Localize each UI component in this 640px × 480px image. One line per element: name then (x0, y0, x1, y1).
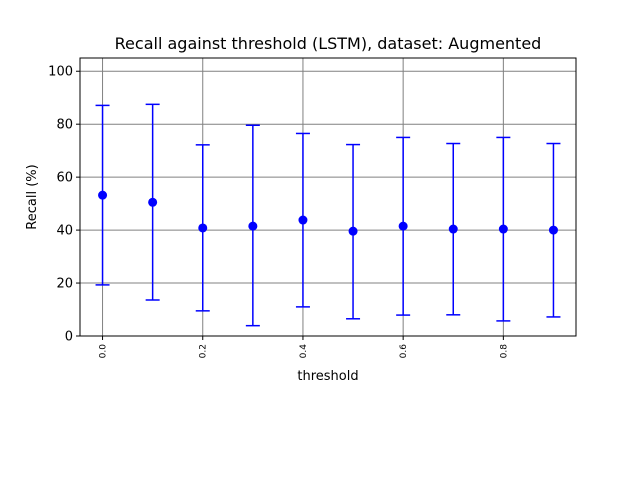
y-tick-label: 60 (56, 171, 73, 186)
y-tick-label: 100 (48, 65, 73, 80)
chart-title: Recall against threshold (LSTM), dataset… (115, 34, 542, 53)
x-tick-label: 0.4 (299, 344, 309, 359)
y-tick-label: 40 (56, 224, 73, 239)
data-point (548, 225, 558, 235)
error-bars (95, 103, 561, 327)
data-point (498, 224, 508, 234)
data-point (248, 221, 258, 231)
x-tick-label: 0.6 (399, 344, 409, 359)
y-tick-label: 20 (56, 277, 73, 292)
data-point (398, 221, 408, 231)
data-point (98, 190, 108, 200)
data-point (448, 224, 458, 234)
plot-frame (79, 57, 577, 337)
data-point (198, 223, 208, 233)
data-point (298, 215, 308, 225)
grid (80, 58, 576, 337)
y-axis-ticks: 0 20 40 60 80 100 (48, 65, 80, 345)
x-axis-ticks: 0.0 0.2 0.4 0.6 0.8 (99, 336, 509, 359)
x-tick-label: 0.2 (199, 344, 209, 358)
y-axis-label: Recall (%) (25, 164, 40, 229)
x-tick-label: 0.0 (99, 344, 109, 359)
x-axis-label: threshold (297, 369, 358, 384)
y-tick-label: 80 (56, 118, 73, 133)
x-tick-label: 0.8 (499, 344, 509, 359)
data-points (98, 190, 558, 236)
y-tick-label: 0 (65, 330, 73, 345)
data-point (148, 197, 158, 207)
data-point (348, 226, 358, 236)
